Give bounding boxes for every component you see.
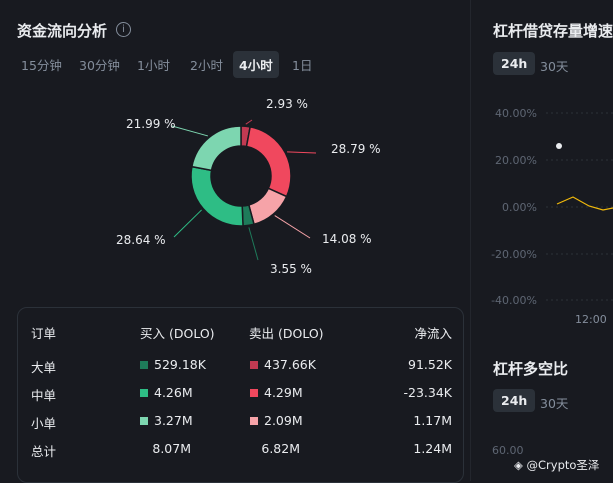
- table-cell-net: 1.17M: [413, 413, 452, 428]
- ratio-tab-0[interactable]: 24h: [493, 389, 536, 412]
- donut-label-0: 2.93 %: [266, 97, 308, 111]
- page-title: 资金流向分析: [17, 22, 108, 40]
- tab-5[interactable]: 1日: [292, 58, 313, 73]
- table-header-2: 卖出 (DOLO): [249, 326, 324, 341]
- donut-leader-line-5: [171, 125, 208, 137]
- leverage-tab-1[interactable]: 30天: [540, 59, 569, 74]
- table-header-1: 买入 (DOLO): [140, 326, 215, 341]
- donut-slice-4[interactable]: [190, 165, 244, 227]
- table-cell-buy: 4.26M: [154, 385, 193, 400]
- donut-label-3: 3.55 %: [270, 262, 312, 276]
- table-row-label: 大单: [31, 360, 57, 375]
- watermark-logo-icon: ◈: [514, 458, 523, 472]
- y-tick-label: -40.00%: [491, 294, 537, 307]
- table-cell-buy: 529.18K: [154, 357, 206, 372]
- fund-flow-table: [17, 307, 464, 483]
- donut-slice-5[interactable]: [191, 125, 242, 172]
- y-tick-label: -20.00%: [491, 248, 537, 261]
- tab-4[interactable]: 4小时: [233, 51, 279, 78]
- tab-2[interactable]: 1小时: [137, 58, 170, 73]
- table-row-label: 中单: [31, 388, 57, 403]
- watermark: ◈ @Crypto圣泽: [514, 457, 599, 473]
- table-cell-buy: 3.27M: [154, 413, 193, 428]
- donut-leader-line-2: [274, 215, 311, 239]
- table-cell-buy: 8.07M: [152, 441, 191, 456]
- table-cell-net: 1.24M: [413, 441, 452, 456]
- donut-slice-2[interactable]: [247, 187, 288, 226]
- ratio-y-tick: 60.00: [492, 444, 524, 457]
- fund-flow-donut-chart: 2.93 % 28.79 % 14.08 % 3.55 % 28.64 % 21.99 %: [116, 97, 381, 276]
- buy-color-swatch: [140, 389, 148, 397]
- leverage-growth-chart: 40.00% 20.00% 0.00% -20.00% -40.00% 12:00: [491, 107, 613, 326]
- donut-label-1: 28.79 %: [331, 142, 381, 156]
- table-cell-sell: 437.66K: [264, 357, 316, 372]
- donut-label-2: 14.08 %: [322, 232, 372, 246]
- donut-leader-line-1: [287, 151, 317, 154]
- tab-3[interactable]: 2小时: [190, 58, 223, 73]
- panel-divider: [470, 0, 471, 481]
- table-cell-net: -23.34K: [403, 385, 453, 400]
- table-row-label: 总计: [31, 444, 57, 459]
- info-icon[interactable]: i: [116, 22, 131, 37]
- y-tick-label: 0.00%: [502, 201, 537, 214]
- table-cell-net: 91.52K: [408, 357, 452, 372]
- watermark-text: @Crypto圣泽: [526, 458, 600, 472]
- donut-slice-1[interactable]: [245, 125, 292, 198]
- y-tick-label: 40.00%: [495, 107, 537, 120]
- long-short-ratio-title: 杠杆多空比: [493, 360, 569, 378]
- donut-leader-line-4: [173, 209, 202, 238]
- leverage-series-line: [556, 196, 613, 211]
- donut-label-4: 28.64 %: [116, 233, 166, 247]
- table-cell-sell: 4.29M: [264, 385, 303, 400]
- table-cell-sell: 6.82M: [261, 441, 300, 456]
- ratio-tab-1[interactable]: 30天: [540, 396, 569, 411]
- sell-color-swatch: [250, 361, 258, 369]
- y-tick-label: 20.00%: [495, 154, 537, 167]
- donut-leader-line-3: [248, 227, 259, 261]
- sell-color-swatch: [250, 389, 258, 397]
- buy-color-swatch: [140, 361, 148, 369]
- donut-leader-line-0: [245, 119, 253, 125]
- x-tick-label: 12:00: [575, 313, 607, 326]
- leverage-tab-0[interactable]: 24h: [493, 52, 536, 75]
- donut-label-5: 21.99 %: [126, 117, 176, 131]
- table-header-0: 订单: [31, 326, 57, 341]
- table-header-net: 净流入: [414, 326, 452, 341]
- tab-1[interactable]: 30分钟: [79, 58, 120, 73]
- table-row-label: 小单: [31, 416, 57, 431]
- buy-color-swatch: [140, 417, 148, 425]
- sell-color-swatch: [250, 417, 258, 425]
- table-cell-sell: 2.09M: [264, 413, 303, 428]
- chart-marker-dot: [556, 143, 562, 149]
- leverage-growth-title: 杠杆借贷存量增速: [493, 22, 613, 40]
- tab-0[interactable]: 15分钟: [21, 58, 62, 73]
